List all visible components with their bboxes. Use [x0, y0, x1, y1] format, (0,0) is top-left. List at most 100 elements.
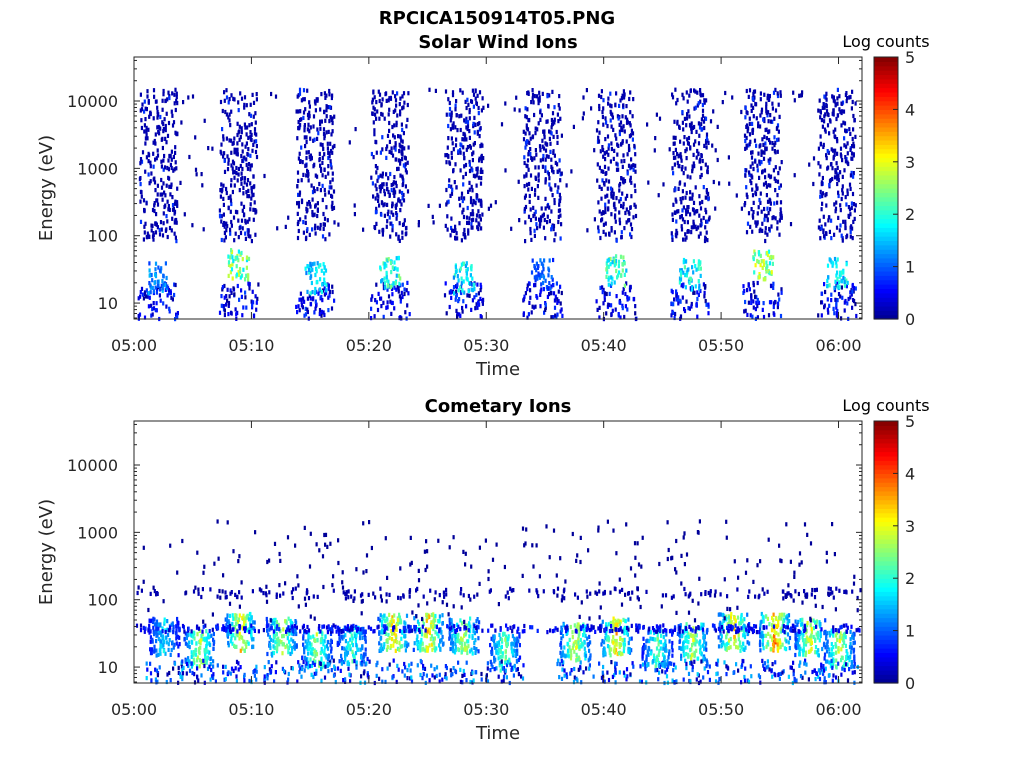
- heatmap-cell: [844, 92, 847, 98]
- heatmap-cell: [451, 636, 454, 641]
- heatmap-cell: [697, 234, 700, 239]
- heatmap-cell: [159, 639, 162, 644]
- heatmap-cell: [313, 261, 316, 266]
- heatmap-cell: [467, 644, 470, 649]
- heatmap-cell: [270, 664, 273, 669]
- heatmap-cell: [223, 230, 226, 235]
- heatmap-cell: [673, 162, 676, 167]
- heatmap-cell: [171, 123, 175, 128]
- heatmap-cell: [147, 304, 150, 309]
- heatmap-cell: [615, 196, 618, 201]
- heatmap-cell: [241, 158, 244, 164]
- heatmap-cell: [228, 97, 231, 102]
- heatmap-cell: [624, 196, 627, 201]
- heatmap-cell: [324, 174, 327, 179]
- heatmap-cells: [137, 87, 858, 322]
- heatmap-cell: [479, 169, 482, 174]
- heatmap-cell: [354, 127, 357, 132]
- heatmap-cell: [405, 124, 408, 129]
- heatmap-cell: [370, 175, 373, 180]
- heatmap-cell: [676, 231, 679, 236]
- heatmap-cell: [680, 224, 683, 229]
- heatmap-cell: [251, 148, 254, 153]
- heatmap-cell: [828, 229, 831, 234]
- colorbar-segment: [874, 218, 898, 224]
- heatmap-cell: [606, 134, 610, 139]
- heatmap-cell: [390, 270, 393, 275]
- heatmap-cell: [766, 218, 769, 223]
- heatmap-cell: [541, 157, 545, 162]
- heatmap-cell: [554, 183, 557, 188]
- heatmap-cell: [410, 675, 413, 680]
- heatmap-cell: [522, 137, 526, 142]
- heatmap-cell: [328, 293, 331, 298]
- heatmap-cell: [780, 287, 783, 292]
- heatmap-cell: [325, 93, 328, 98]
- heatmap-cell: [555, 281, 558, 286]
- heatmap-cell: [756, 211, 759, 216]
- heatmap-cell: [251, 92, 254, 97]
- heatmap-cell: [614, 219, 617, 224]
- heatmap-cell: [302, 230, 305, 235]
- heatmap-cell: [657, 193, 660, 198]
- heatmap-cell: [155, 99, 158, 104]
- heatmap-cell: [677, 154, 680, 159]
- heatmap-cell: [769, 201, 772, 206]
- heatmap-cell: [552, 119, 556, 124]
- heatmap-cell: [250, 196, 253, 201]
- heatmap-cell: [315, 652, 319, 657]
- heatmap-cell: [671, 237, 674, 242]
- heatmap-cell: [229, 231, 232, 236]
- heatmap-cell: [227, 643, 230, 648]
- heatmap-cell: [323, 187, 326, 193]
- heatmap-cell: [371, 100, 374, 105]
- heatmap-cell: [608, 291, 611, 296]
- heatmap-cell: [767, 119, 770, 124]
- heatmap-cell: [318, 158, 321, 163]
- heatmap-cell: [379, 186, 382, 191]
- heatmap-cell: [235, 312, 238, 317]
- heatmap-cell: [441, 621, 444, 626]
- heatmap-cell: [746, 123, 749, 128]
- heatmap-cell: [469, 273, 472, 278]
- heatmap-cell: [327, 129, 330, 134]
- heatmap-cell: [552, 227, 555, 232]
- heatmap-cell: [557, 299, 560, 304]
- heatmap-cell: [236, 121, 239, 126]
- heatmap-cell: [850, 106, 853, 111]
- heatmap-cell: [697, 141, 701, 146]
- heatmap-cell: [823, 282, 826, 287]
- heatmap-cell: [819, 134, 822, 139]
- heatmap-cell: [529, 295, 532, 300]
- heatmap-cell: [274, 670, 277, 675]
- colorbar-segment: [874, 131, 898, 137]
- heatmap-cell: [465, 137, 468, 142]
- heatmap-cell: [852, 141, 855, 146]
- heatmap-cell: [232, 141, 235, 146]
- heatmap-cell: [471, 298, 474, 303]
- heatmap-cell: [618, 210, 621, 215]
- heatmap-cell: [394, 141, 397, 146]
- heatmap-cell: [314, 231, 317, 236]
- heatmap-cell: [750, 294, 753, 299]
- heatmap-cell: [539, 215, 543, 220]
- heatmap-cell: [536, 295, 539, 300]
- heatmap-cell: [749, 164, 752, 169]
- heatmap-cell: [162, 221, 165, 226]
- heatmap-cell: [526, 164, 529, 169]
- heatmap-cell: [321, 282, 324, 287]
- heatmap-cell: [751, 314, 754, 319]
- heatmap-cell: [145, 676, 148, 681]
- heatmap-cell: [159, 651, 162, 656]
- heatmap-cell: [384, 92, 387, 97]
- heatmap-cell: [700, 218, 703, 223]
- heatmap-cell: [472, 124, 475, 129]
- heatmap-cell: [769, 175, 772, 180]
- heatmap-cell: [219, 149, 222, 154]
- heatmap-cell: [152, 116, 155, 121]
- heatmap-cell: [534, 304, 537, 309]
- heatmap-cell: [227, 303, 230, 308]
- heatmap-cell: [842, 120, 845, 125]
- heatmap-cell: [227, 157, 230, 162]
- heatmap-cell: [157, 630, 160, 636]
